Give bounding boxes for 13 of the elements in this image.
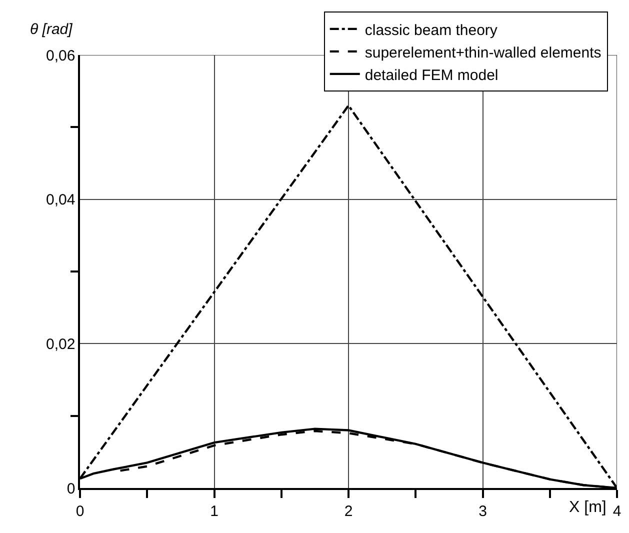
legend-label: classic beam theory bbox=[364, 22, 498, 39]
y-tick-label: 0,06 bbox=[46, 47, 76, 64]
x-tick-label: 4 bbox=[612, 502, 622, 520]
x-axis-title: X [m] bbox=[569, 499, 606, 516]
x-tick-label: 1 bbox=[210, 502, 218, 520]
y-tick-label: 0,04 bbox=[46, 192, 76, 209]
y-tick-label: 0,02 bbox=[46, 336, 76, 353]
y-axis-title: θ [rad] bbox=[30, 21, 74, 38]
x-tick-label: 3 bbox=[478, 502, 487, 520]
legend-label: superelement+thin-walled elements bbox=[364, 44, 602, 62]
x-tick-label: 2 bbox=[344, 502, 353, 520]
legend-label: detailed FEM model bbox=[364, 66, 498, 84]
y-tick-label: 0 bbox=[66, 480, 76, 498]
